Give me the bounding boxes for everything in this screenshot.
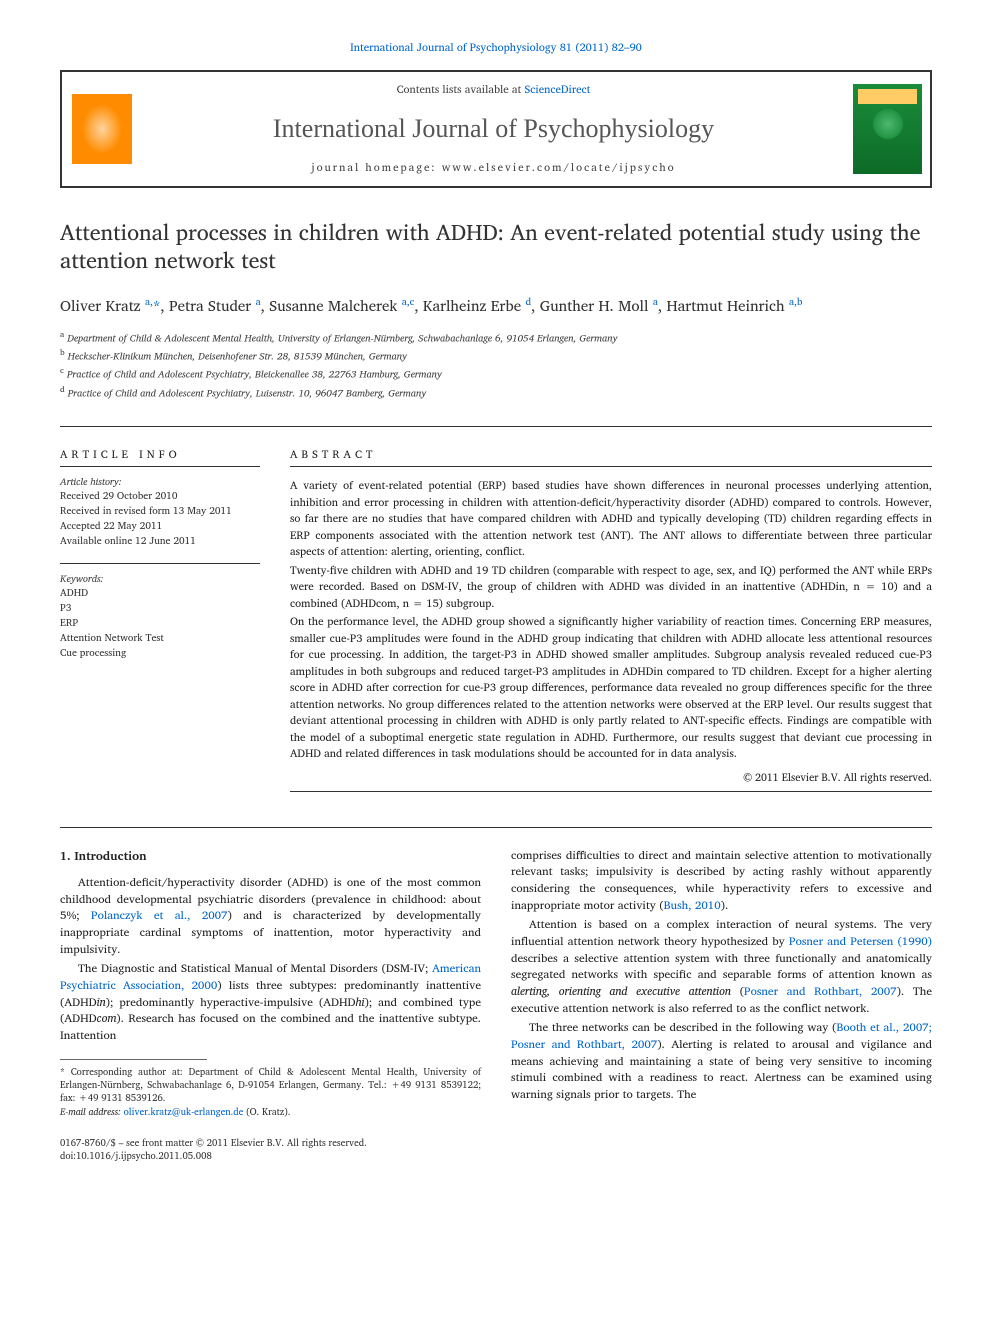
body-paragraph: The Diagnostic and Statistical Manual of… bbox=[60, 961, 481, 1044]
footnote-rule bbox=[60, 1059, 207, 1060]
rule bbox=[60, 827, 932, 828]
affiliation-a: a Department of Child & Adolescent Menta… bbox=[60, 328, 932, 346]
history-dates: Received 29 October 2010 Received in rev… bbox=[60, 489, 260, 549]
affiliations: a Department of Child & Adolescent Menta… bbox=[60, 328, 932, 401]
abstract-copyright: © 2011 Elsevier B.V. All rights reserved… bbox=[290, 770, 932, 785]
body-paragraph: Attention is based on a complex interact… bbox=[511, 917, 932, 1017]
article-info-column: ARTICLE INFO Article history: Received 2… bbox=[60, 447, 260, 802]
journal-cover-thumbnail bbox=[853, 84, 922, 174]
body-left-column: 1. Introduction Attention-deficit/hypera… bbox=[60, 848, 481, 1164]
contents-line: Contents lists available at ScienceDirec… bbox=[162, 82, 825, 97]
keywords-label: Keywords: bbox=[60, 572, 260, 586]
rule bbox=[60, 426, 932, 427]
abstract-heading: ABSTRACT bbox=[290, 447, 932, 462]
info-abstract-row: ARTICLE INFO Article history: Received 2… bbox=[60, 447, 932, 802]
body-paragraph: The three networks can be described in t… bbox=[511, 1020, 932, 1103]
abstract-text: A variety of event-related potential (ER… bbox=[290, 477, 932, 762]
elsevier-tree-icon bbox=[82, 104, 122, 154]
journal-cover-cell bbox=[845, 72, 930, 185]
publisher-logo-cell bbox=[62, 72, 142, 185]
crossmark-citation[interactable]: International Journal of Psychophysiolog… bbox=[60, 40, 932, 55]
journal-name: International Journal of Psychophysiolog… bbox=[162, 111, 825, 147]
abstract-column: ABSTRACT A variety of event-related pote… bbox=[290, 447, 932, 802]
corresponding-author-footnote: * Corresponding author at: Department of… bbox=[60, 1066, 481, 1119]
header-center: Contents lists available at ScienceDirec… bbox=[142, 72, 845, 185]
journal-header: Contents lists available at ScienceDirec… bbox=[60, 70, 932, 187]
affiliation-c: c Practice of Child and Adolescent Psych… bbox=[60, 364, 932, 382]
body-paragraph: comprises difficulties to direct and mai… bbox=[511, 848, 932, 915]
body-right-column: comprises difficulties to direct and mai… bbox=[511, 848, 932, 1164]
keywords-list: ADHD P3 ERP Attention Network Test Cue p… bbox=[60, 586, 260, 661]
affiliation-b: b Heckscher-Klinikum München, Deisenhofe… bbox=[60, 346, 932, 364]
history-label: Article history: bbox=[60, 475, 260, 489]
author-list: Oliver Kratz a,*, Petra Studer a, Susann… bbox=[60, 295, 932, 316]
affiliation-d: d Practice of Child and Adolescent Psych… bbox=[60, 383, 932, 401]
sciencedirect-link[interactable]: ScienceDirect bbox=[525, 80, 591, 98]
article-title: Attentional processes in children with A… bbox=[60, 218, 932, 275]
article-info-heading: ARTICLE INFO bbox=[60, 447, 260, 462]
body-paragraph: Attention-deficit/hyperactivity disorder… bbox=[60, 875, 481, 958]
journal-homepage: journal homepage: www.elsevier.com/locat… bbox=[162, 160, 825, 175]
email-link[interactable]: oliver.kratz@uk-erlangen.de bbox=[124, 1105, 244, 1120]
elsevier-logo bbox=[72, 94, 132, 164]
body-columns: 1. Introduction Attention-deficit/hypera… bbox=[60, 848, 932, 1164]
section-heading: 1. Introduction bbox=[60, 848, 481, 865]
front-matter-footer: 0167-8760/$ – see front matter © 2011 El… bbox=[60, 1137, 481, 1164]
